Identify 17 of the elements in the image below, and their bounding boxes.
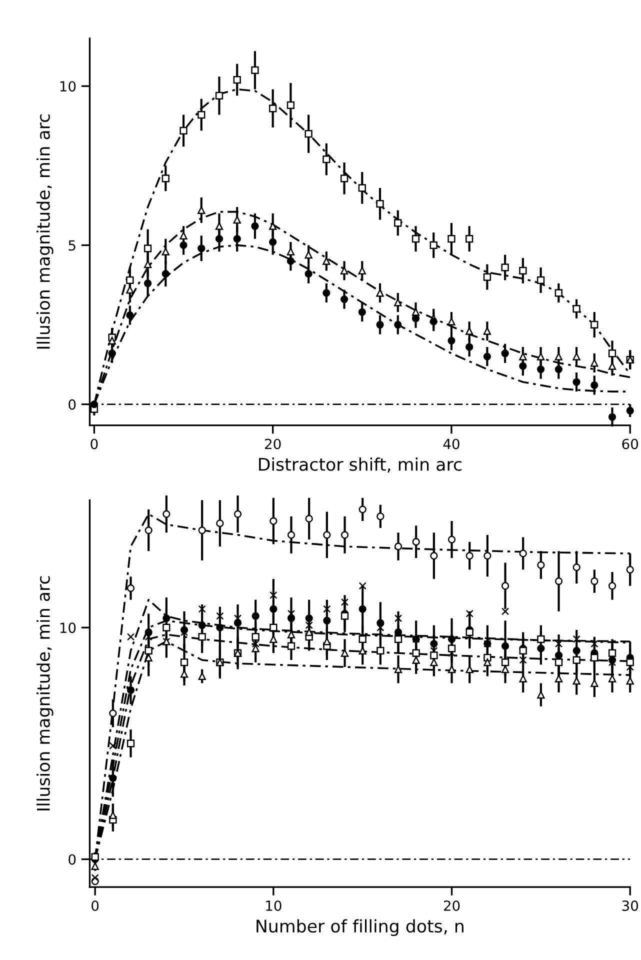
y-tick-label: 0 [68, 854, 76, 865]
y-axis-title: Illusion magnitude, min arc [36, 114, 54, 349]
y-tick-label: 10 [60, 622, 76, 634]
x-tick-label: 0 [92, 900, 99, 911]
x-tick-label: 10 [266, 900, 282, 911]
y-tick-label: 10 [60, 81, 76, 92]
x-tick-label: 60 [622, 438, 638, 450]
x-tick-label: 30 [622, 900, 638, 911]
x-axis-title: Number of filling dots, n [256, 919, 464, 936]
y-tick-label: 5 [68, 240, 76, 251]
x-axis-title: Distractor shift, min arc [259, 457, 462, 473]
x-tick-label: 20 [265, 438, 281, 450]
x-tick-label: 20 [444, 900, 460, 911]
x-tick-label: 40 [443, 438, 460, 450]
x-tick-label: 0 [90, 438, 98, 450]
y-tick-label: 0 [68, 399, 76, 410]
y-axis-title: Illusion magnitude, min arc [36, 576, 54, 810]
